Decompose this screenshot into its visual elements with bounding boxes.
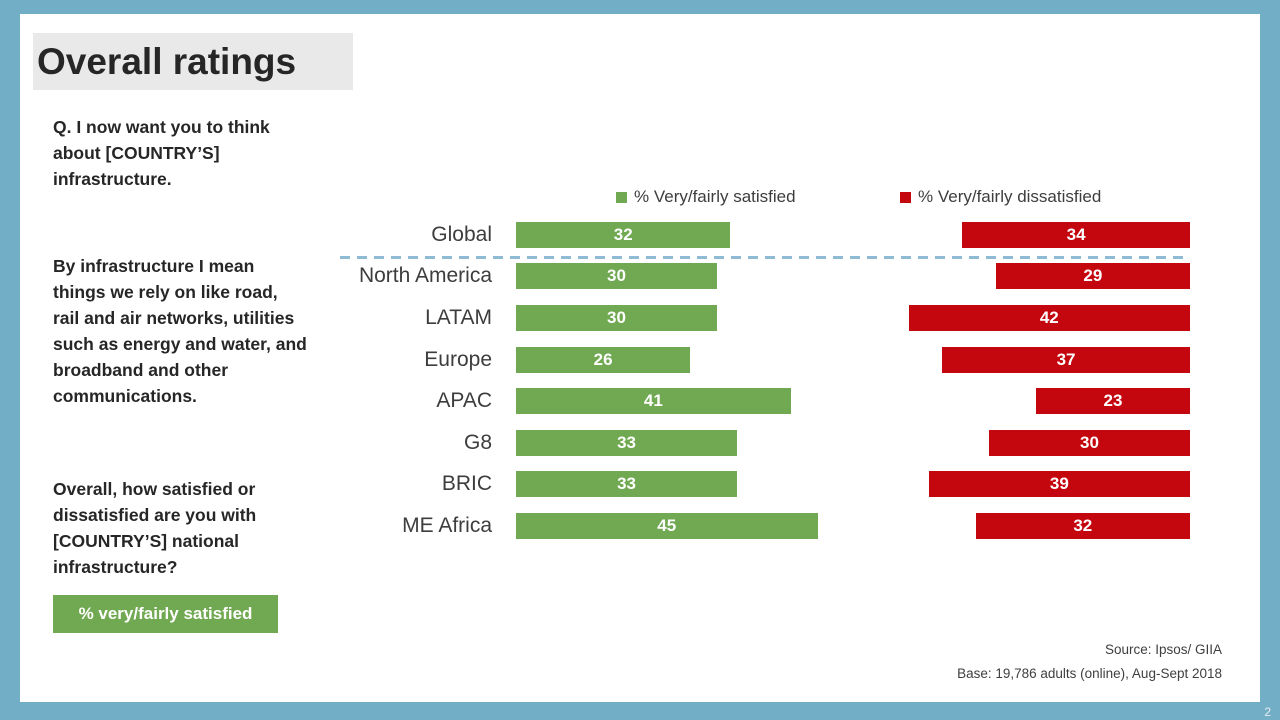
satisfied-bar: 45 — [516, 512, 818, 539]
bar-field: 30 29 — [516, 263, 1190, 290]
bar-field: 26 37 — [516, 346, 1190, 373]
bar-value: 32 — [613, 224, 633, 244]
chart-row: North America 30 29 — [336, 256, 1190, 298]
chart-row: ME Africa 45 32 — [336, 505, 1190, 547]
dissatisfied-bar: 34 — [962, 221, 1190, 248]
chart-rows: Global 32 34 North America 30 29 LATAM 30 42 Euro… — [336, 214, 1190, 548]
chart-row: LATAM 30 42 — [336, 297, 1190, 339]
dissatisfied-bar: 39 — [928, 471, 1190, 498]
legend-item-satisfied: % Very/fairly satisfied — [616, 185, 796, 209]
satisfied-badge: % very/fairly satisfied — [53, 595, 278, 633]
category-label: BRIC — [441, 472, 492, 496]
bar-value: 30 — [607, 266, 626, 286]
dissatisfied-bar: 23 — [1035, 388, 1190, 415]
dissatisfied-swatch-icon — [900, 191, 911, 203]
category-label: ME Africa — [402, 513, 492, 537]
question-text: Overall, how satisfied or dissatisfied a… — [53, 479, 257, 577]
bar-field: 30 42 — [516, 304, 1190, 331]
bar-value: 37 — [1056, 349, 1076, 369]
legend-label-dissatisfied: % Very/fairly dissatisfied — [918, 187, 1102, 206]
dissatisfied-bar: 32 — [975, 512, 1190, 539]
page-number: 2 — [1264, 705, 1271, 719]
category-label: G8 — [463, 430, 492, 454]
chart-row: Global 32 34 — [336, 214, 1190, 256]
base-text: Base: 19,786 adults (online), Aug-Sept 2… — [957, 666, 1222, 681]
question-intro-text: Q. I now want you to think about [COUNTR… — [53, 117, 270, 189]
satisfied-bar: 32 — [516, 221, 731, 248]
infrastructure-definition-text: By infrastructure I mean things we rely … — [53, 256, 307, 406]
dissatisfied-bar: 30 — [989, 429, 1190, 456]
chart-row: G8 33 30 — [336, 422, 1190, 464]
page-title: Overall ratings — [37, 40, 297, 82]
bar-value: 45 — [657, 515, 677, 535]
bar-value: 29 — [1083, 266, 1103, 286]
bar-value: 32 — [1073, 515, 1093, 535]
bar-value: 26 — [593, 349, 613, 369]
source-text: Source: Ipsos/ GIIA — [1104, 642, 1222, 657]
dissatisfied-bar: 37 — [942, 346, 1190, 373]
bar-value: 42 — [1039, 307, 1059, 327]
bar-value: 39 — [1049, 474, 1069, 494]
category-label: APAC — [436, 389, 492, 413]
bar-field: 41 23 — [516, 388, 1190, 415]
bar-value: 34 — [1066, 224, 1086, 244]
satisfied-bar: 26 — [516, 346, 691, 373]
satisfied-bar: 41 — [516, 388, 791, 415]
bar-value: 23 — [1103, 391, 1123, 411]
bar-field: 33 39 — [516, 471, 1190, 498]
legend-label-satisfied: % Very/fairly satisfied — [634, 187, 796, 206]
bar-value: 41 — [643, 391, 663, 411]
global-separator-line — [340, 256, 1190, 259]
bar-field: 33 30 — [516, 429, 1190, 456]
satisfied-bar: 33 — [516, 429, 738, 456]
category-label: North America — [358, 264, 492, 288]
bar-value: 33 — [617, 432, 636, 452]
satisfied-bar: 30 — [516, 304, 717, 331]
slide: Overall ratings Q. I now want you to thi… — [20, 14, 1260, 702]
bar-value: 33 — [617, 474, 636, 494]
dissatisfied-bar: 42 — [908, 304, 1190, 331]
category-label: Global — [431, 222, 492, 246]
bar-field: 45 32 — [516, 512, 1190, 539]
title-block: Overall ratings — [33, 33, 353, 90]
legend-item-dissatisfied: % Very/fairly dissatisfied — [900, 185, 1101, 209]
satisfied-bar: 33 — [516, 471, 738, 498]
chart-row: Europe 26 37 — [336, 339, 1190, 381]
bar-value: 30 — [1080, 432, 1099, 452]
dissatisfied-bar: 29 — [995, 263, 1190, 290]
category-label: Europe — [424, 347, 492, 371]
satisfied-bar: 30 — [516, 263, 717, 290]
bar-field: 32 34 — [516, 221, 1190, 248]
bar-value: 30 — [607, 307, 626, 327]
category-label: LATAM — [425, 305, 492, 329]
satisfied-swatch-icon — [616, 191, 627, 203]
chart-row: APAC 41 23 — [336, 380, 1190, 422]
chart-row: BRIC 33 39 — [336, 464, 1190, 506]
